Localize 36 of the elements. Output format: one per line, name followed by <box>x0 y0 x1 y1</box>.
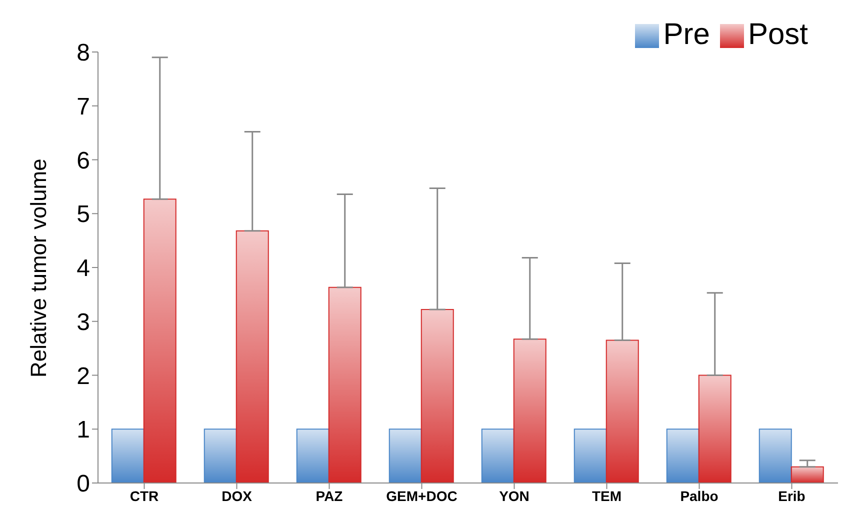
y-tick-label: 1 <box>76 416 90 444</box>
bar <box>606 340 639 483</box>
y-tick-label: 4 <box>76 255 90 282</box>
x-tick-label: DOX <box>222 488 253 504</box>
y-axis-title: Relative tumor volume <box>26 158 51 378</box>
x-tick-label: CTR <box>130 488 159 504</box>
bar <box>790 466 824 483</box>
x-tick-label: YON <box>499 488 530 504</box>
bar <box>698 374 732 483</box>
bar <box>328 286 362 483</box>
x-tick-label: Palbo <box>680 488 718 504</box>
y-tick-label: 8 <box>76 40 90 67</box>
legend-label: Post <box>748 18 808 51</box>
y-tick-label: 3 <box>76 308 90 336</box>
bar <box>574 428 607 483</box>
x-tick-label: PAZ <box>316 488 344 504</box>
bar <box>143 198 176 483</box>
bar <box>513 338 546 483</box>
y-tick-label: 6 <box>76 147 90 174</box>
y-tick-label: 5 <box>76 201 90 228</box>
y-tick-label: 7 <box>76 93 90 120</box>
bar <box>111 428 144 483</box>
bar <box>236 230 269 483</box>
bar <box>296 428 330 483</box>
bar <box>388 428 422 483</box>
x-tick-label: GEM+DOC <box>386 488 458 504</box>
legend-label: Pre <box>663 18 710 51</box>
bar <box>666 428 700 483</box>
bar <box>758 428 792 483</box>
bar <box>420 309 454 483</box>
bar <box>204 428 237 483</box>
x-tick-label: Erib <box>778 488 806 504</box>
bar <box>481 428 514 483</box>
y-tick-label: 2 <box>76 362 90 390</box>
y-tick-label: 0 <box>76 470 90 498</box>
x-tick-label: TEM <box>592 488 622 504</box>
